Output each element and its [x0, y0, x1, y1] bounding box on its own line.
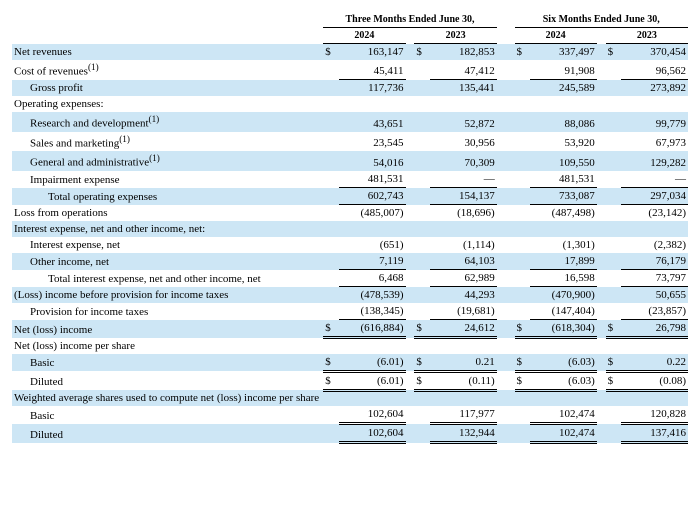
label-net-revenues: Net revenues: [12, 44, 323, 61]
row-sh-diluted: Diluted 102,604 132,944 102,474 137,416: [12, 424, 688, 443]
label-ga: General and administrative(1): [12, 151, 323, 171]
label-sm: Sales and marketing(1): [12, 132, 323, 152]
label-cost-revenues: Cost of revenues(1): [12, 60, 323, 80]
label-net-income: Net (loss) income: [12, 320, 323, 338]
row-loss-ops: Loss from operations (485,007) (18,696) …: [12, 205, 688, 222]
row-other-inc: Other income, net 7,119 64,103 17,899 76…: [12, 253, 688, 270]
header-y1: 2024: [323, 28, 405, 44]
row-opex-header: Operating expenses:: [12, 96, 688, 112]
row-eps-basic: Basic $(6.01) $0.21 $(6.03) $0.22: [12, 354, 688, 372]
row-rnd: Research and development(1) 43,651 52,87…: [12, 112, 688, 132]
label-eps-header: Net (loss) income per share: [12, 338, 323, 354]
label-tot-int: Total interest expense, net and other in…: [12, 270, 323, 287]
financial-table: Three Months Ended June 30, Six Months E…: [12, 12, 688, 444]
row-before-tax: (Loss) income before provision for incom…: [12, 287, 688, 304]
header-y3: 2024: [515, 28, 597, 44]
header-y2: 2023: [414, 28, 496, 44]
header-y4: 2023: [606, 28, 688, 44]
header-group-row: Three Months Ended June 30, Six Months E…: [12, 12, 688, 28]
label-prov-tax: Provision for income taxes: [12, 303, 323, 320]
row-prov-tax: Provision for income taxes (138,345) (19…: [12, 303, 688, 320]
row-total-opex: Total operating expenses 602,743 154,137…: [12, 188, 688, 205]
label-impair: Impairment expense: [12, 171, 323, 188]
row-impair: Impairment expense 481,531 — 481,531 —: [12, 171, 688, 188]
header-year-row: 2024 2023 2024 2023: [12, 28, 688, 44]
label-before-tax: (Loss) income before provision for incom…: [12, 287, 323, 304]
label-int-exp: Interest expense, net: [12, 237, 323, 253]
label-other-inc: Other income, net: [12, 253, 323, 270]
row-int-header: Interest expense, net and other income, …: [12, 221, 688, 237]
label-total-opex: Total operating expenses: [12, 188, 323, 205]
row-shares-header: Weighted average shares used to compute …: [12, 390, 688, 406]
label-loss-ops: Loss from operations: [12, 205, 323, 222]
header-six-months: Six Months Ended June 30,: [515, 12, 689, 28]
label-int-header: Interest expense, net and other income, …: [12, 221, 323, 237]
row-eps-diluted: Diluted $(6.01) $(0.11) $(6.03) $(0.08): [12, 371, 688, 390]
row-net-revenues: Net revenues $163,147 $182,853 $337,497 …: [12, 44, 688, 61]
row-sh-basic: Basic 102,604 117,977 102,474 120,828: [12, 406, 688, 424]
label-shares-header: Weighted average shares used to compute …: [12, 390, 323, 406]
label-opex-header: Operating expenses:: [12, 96, 323, 112]
row-gross-profit: Gross profit 117,736 135,441 245,589 273…: [12, 80, 688, 97]
label-sh-basic: Basic: [12, 406, 323, 424]
label-eps-diluted: Diluted: [12, 371, 323, 390]
row-eps-header: Net (loss) income per share: [12, 338, 688, 354]
row-tot-int: Total interest expense, net and other in…: [12, 270, 688, 287]
label-rnd: Research and development(1): [12, 112, 323, 132]
row-int-exp: Interest expense, net (651) (1,114) (1,3…: [12, 237, 688, 253]
row-net-income: Net (loss) income $(616,884) $24,612 $(6…: [12, 320, 688, 338]
row-cost-revenues: Cost of revenues(1) 45,411 47,412 91,908…: [12, 60, 688, 80]
label-eps-basic: Basic: [12, 354, 323, 372]
header-three-months: Three Months Ended June 30,: [323, 12, 496, 28]
label-gross-profit: Gross profit: [12, 80, 323, 97]
row-sm: Sales and marketing(1) 23,545 30,956 53,…: [12, 132, 688, 152]
label-sh-diluted: Diluted: [12, 424, 323, 443]
row-ga: General and administrative(1) 54,016 70,…: [12, 151, 688, 171]
